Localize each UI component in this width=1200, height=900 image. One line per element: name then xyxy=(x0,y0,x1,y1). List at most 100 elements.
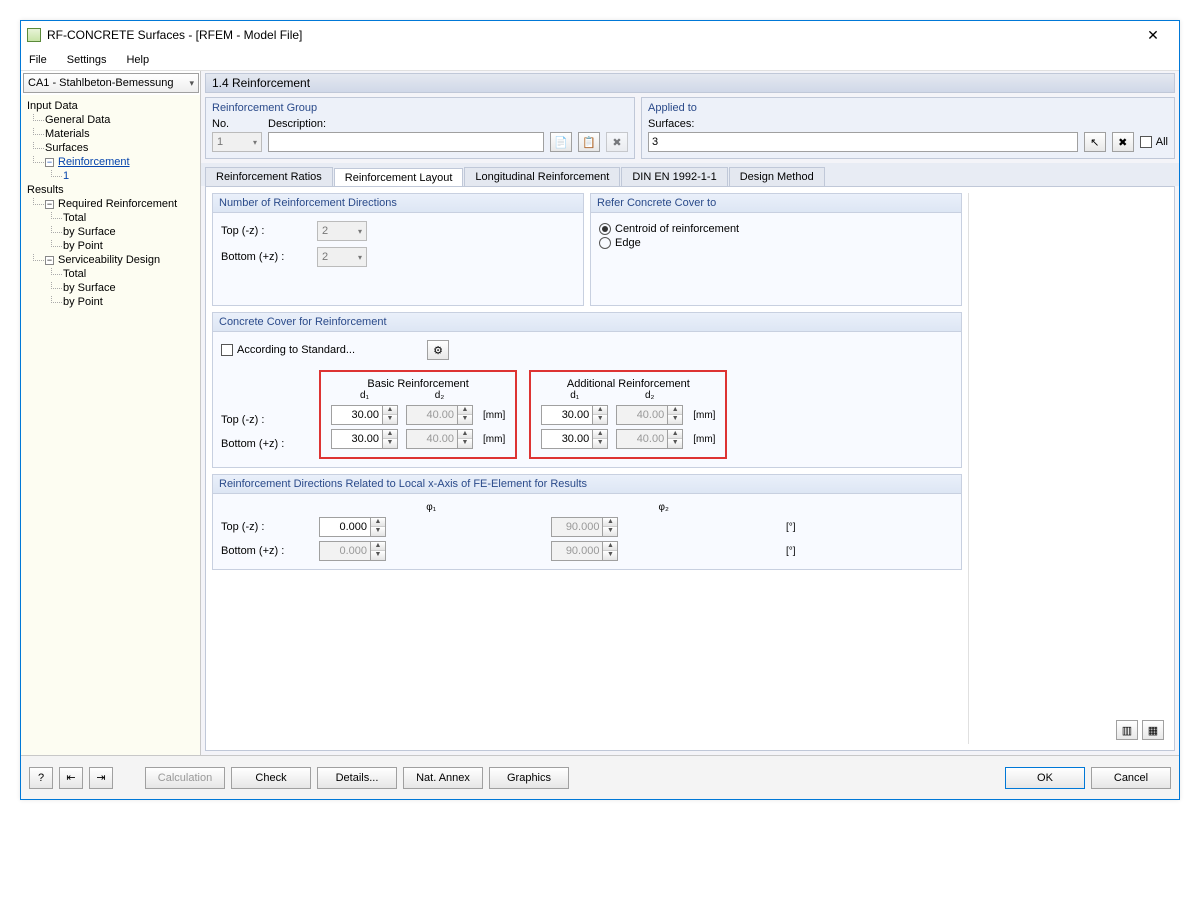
menubar: File Settings Help xyxy=(21,49,1179,71)
pick-icon[interactable]: ↖ xyxy=(1084,132,1106,152)
add-top-d2: ▲▼ xyxy=(616,405,683,425)
panel-title: Concrete Cover for Reinforcement xyxy=(213,313,961,332)
collapse-icon[interactable]: − xyxy=(45,158,54,167)
view-icon-1[interactable]: ▥ xyxy=(1116,720,1138,740)
all-checkbox[interactable]: All xyxy=(1140,136,1168,148)
dir-top-phi2: ▲▼ xyxy=(551,517,775,537)
prev-button[interactable]: ⇤ xyxy=(59,767,83,789)
directions-panel: Reinforcement Directions Related to Loca… xyxy=(212,474,962,570)
radio-centroid[interactable]: Centroid of reinforcement xyxy=(599,223,953,235)
tree-reinforcement[interactable]: −Reinforcement xyxy=(23,155,198,169)
tab-standard[interactable]: DIN EN 1992-1-1 xyxy=(621,167,727,186)
tree-total-2[interactable]: Total xyxy=(23,267,198,281)
concrete-cover-panel: Concrete Cover for Reinforcement Accordi… xyxy=(212,312,962,468)
nav-tree: Input Data General Data Materials Surfac… xyxy=(21,95,200,755)
collapse-icon[interactable]: − xyxy=(45,256,54,265)
basic-bot-d1[interactable]: ▲▼ xyxy=(331,429,398,449)
side-preview: ▥ ▦ xyxy=(968,193,1168,744)
num-directions-panel: Number of Reinforcement Directions Top (… xyxy=(212,193,584,306)
add-top-d1[interactable]: ▲▼ xyxy=(541,405,608,425)
tree-general-data[interactable]: General Data xyxy=(23,113,198,127)
group-no-select[interactable]: 1▾ xyxy=(212,132,262,152)
settings-icon[interactable]: ⚙ xyxy=(427,340,449,360)
row-top-label: Top (-z) : xyxy=(221,408,307,432)
tree-by-surface-2[interactable]: by Surface xyxy=(23,281,198,295)
menu-settings[interactable]: Settings xyxy=(63,52,111,68)
chevron-down-icon: ▾ xyxy=(189,78,194,89)
surfaces-input[interactable] xyxy=(648,132,1078,152)
window-title: RF-CONCRETE Surfaces - [RFEM - Model Fil… xyxy=(47,28,1133,42)
tab-ratios[interactable]: Reinforcement Ratios xyxy=(205,167,333,186)
basic-top-d2: ▲▼ xyxy=(406,405,473,425)
nat-annex-button[interactable]: Nat. Annex xyxy=(403,767,483,789)
d2-label: d₂ xyxy=(406,390,473,401)
radio-edge[interactable]: Edge xyxy=(599,237,953,249)
unit-label: [mm] xyxy=(483,434,505,445)
tree-reinforcement-1[interactable]: 1 xyxy=(23,169,198,183)
tree-materials[interactable]: Materials xyxy=(23,127,198,141)
copy-icon[interactable]: 📋 xyxy=(578,132,600,152)
tree-required-reinf[interactable]: −Required Reinforcement xyxy=(23,197,198,211)
chevron-down-icon: ▾ xyxy=(253,138,257,147)
dialog-window: RF-CONCRETE Surfaces - [RFEM - Model Fil… xyxy=(20,20,1180,800)
tab-longitudinal[interactable]: Longitudinal Reinforcement xyxy=(464,167,620,186)
tab-method[interactable]: Design Method xyxy=(729,167,825,186)
ok-button[interactable]: OK xyxy=(1005,767,1085,789)
case-combo[interactable]: CA1 - Stahlbeton-Bemessung ▾ xyxy=(23,73,199,93)
add-bot-d1[interactable]: ▲▼ xyxy=(541,429,608,449)
dialog-footer: ? ⇤ ⇥ Calculation Check Details... Nat. … xyxy=(21,755,1179,799)
panel-title: Number of Reinforcement Directions xyxy=(213,194,583,213)
basic-bot-d2: ▲▼ xyxy=(406,429,473,449)
description-input[interactable] xyxy=(268,132,544,152)
view-icon-2[interactable]: ▦ xyxy=(1142,720,1164,740)
check-button[interactable]: Check xyxy=(231,767,311,789)
tab-body: Number of Reinforcement Directions Top (… xyxy=(205,186,1175,751)
collapse-icon[interactable]: − xyxy=(45,200,54,209)
group-title: Reinforcement Group xyxy=(212,102,628,114)
calculation-button: Calculation xyxy=(145,767,225,789)
d1-label: d₁ xyxy=(541,390,608,401)
dir-top-phi1[interactable]: ▲▼ xyxy=(319,517,543,537)
unit-label: [mm] xyxy=(693,434,715,445)
right-panel: 1.4 Reinforcement Reinforcement Group No… xyxy=(201,71,1179,755)
tree-by-point-2[interactable]: by Point xyxy=(23,295,198,309)
tree-serviceability[interactable]: −Serviceability Design xyxy=(23,253,198,267)
titlebar: RF-CONCRETE Surfaces - [RFEM - Model Fil… xyxy=(21,21,1179,49)
row-bottom-label: Bottom (+z) : xyxy=(221,432,307,456)
menu-file[interactable]: File xyxy=(25,52,51,68)
no-label: No. xyxy=(212,118,262,130)
tree-surfaces[interactable]: Surfaces xyxy=(23,141,198,155)
menu-help[interactable]: Help xyxy=(122,52,153,68)
tree-results[interactable]: Results xyxy=(23,183,198,197)
clear-icon[interactable]: ✖ xyxy=(1112,132,1134,152)
additional-header: Additional Reinforcement xyxy=(541,378,715,390)
section-header: 1.4 Reinforcement xyxy=(205,73,1175,93)
applied-to-box: Applied to Surfaces: ↖ ✖ All xyxy=(641,97,1175,159)
graphics-button[interactable]: Graphics xyxy=(489,767,569,789)
tree-input-data[interactable]: Input Data xyxy=(23,99,198,113)
details-button[interactable]: Details... xyxy=(317,767,397,789)
tree-by-surface[interactable]: by Surface xyxy=(23,225,198,239)
unit-label: [mm] xyxy=(483,410,505,421)
next-button[interactable]: ⇥ xyxy=(89,767,113,789)
tab-layout[interactable]: Reinforcement Layout xyxy=(334,168,464,187)
according-checkbox[interactable]: According to Standard... xyxy=(221,344,355,356)
cover-ref-panel: Refer Concrete Cover to Centroid of rein… xyxy=(590,193,962,306)
basic-top-d1[interactable]: ▲▼ xyxy=(331,405,398,425)
dir-bot-phi1: ▲▼ xyxy=(319,541,543,561)
panel-title: Reinforcement Directions Related to Loca… xyxy=(213,475,961,494)
desc-label: Description: xyxy=(268,118,326,130)
applied-title: Applied to xyxy=(648,102,1168,114)
help-button[interactable]: ? xyxy=(29,767,53,789)
new-icon[interactable]: 📄 xyxy=(550,132,572,152)
tree-total[interactable]: Total xyxy=(23,211,198,225)
d1-label: d₁ xyxy=(331,390,398,401)
cancel-button[interactable]: Cancel xyxy=(1091,767,1171,789)
delete-icon[interactable]: ✖ xyxy=(606,132,628,152)
additional-reinf-highlight: Additional Reinforcement d₁ d₂ ▲▼ ▲▼ [mm… xyxy=(529,370,727,459)
tree-by-point[interactable]: by Point xyxy=(23,239,198,253)
close-icon[interactable]: ✕ xyxy=(1133,23,1173,47)
radio-icon xyxy=(599,237,611,249)
dir-bottom-label: Bottom (+z) : xyxy=(221,545,311,557)
unit-label: [mm] xyxy=(693,410,715,421)
